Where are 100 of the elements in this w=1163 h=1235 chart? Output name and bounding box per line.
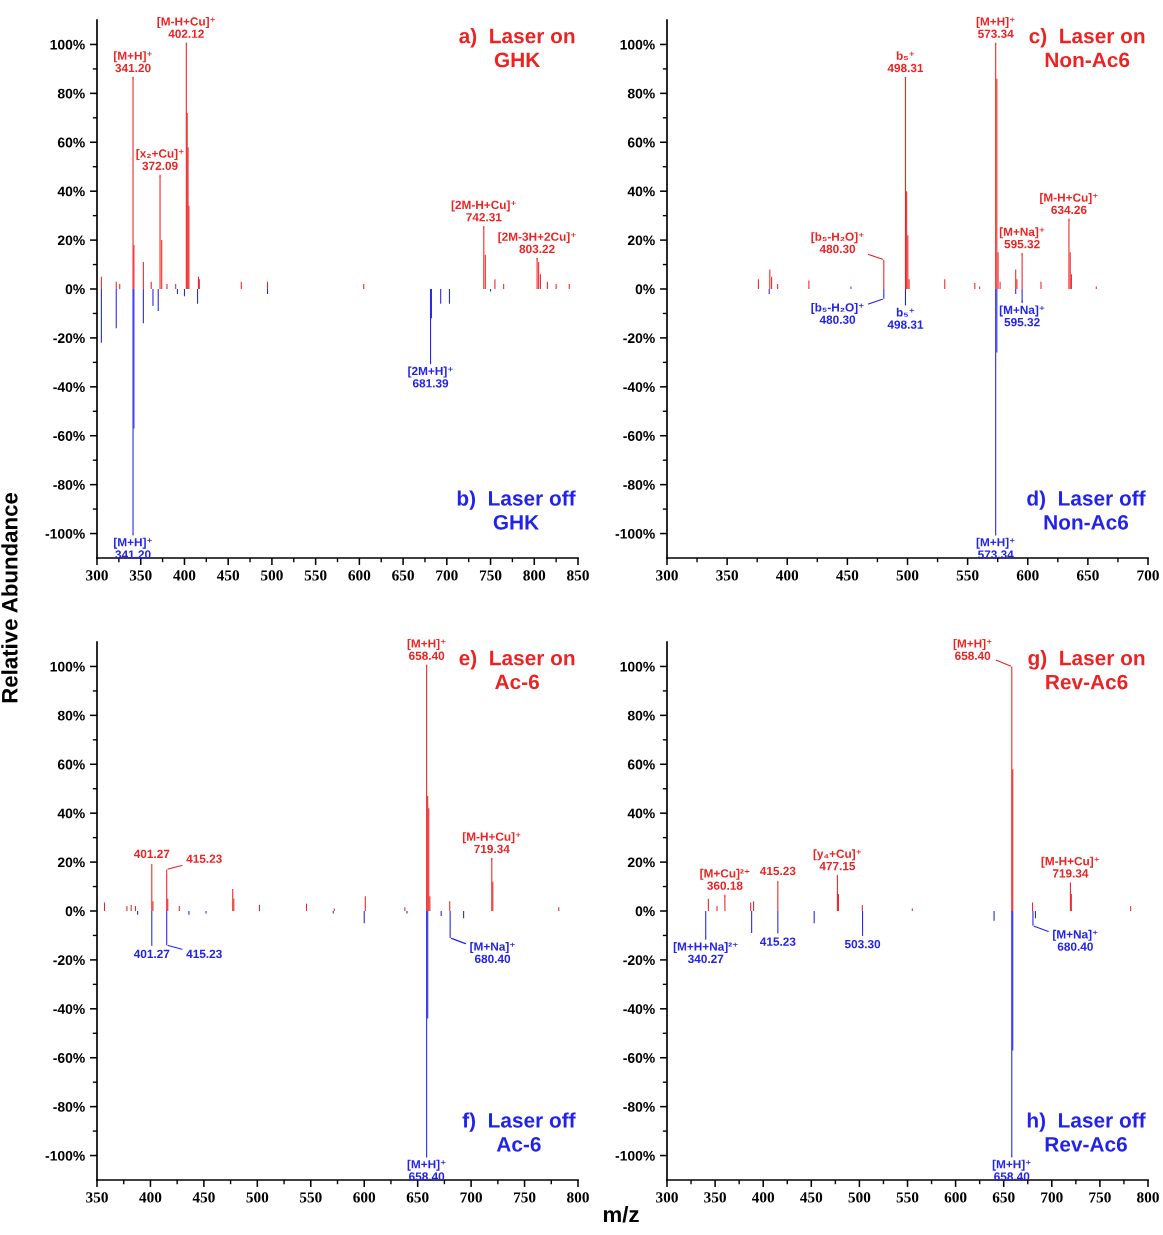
x-tick-label: 550	[299, 1192, 322, 1203]
annotation: [M-H+Cu]⁺ 634.26	[1040, 193, 1098, 215]
x-tick-label: 450	[216, 570, 240, 581]
text: b) Laser off GHK	[457, 490, 576, 530]
y-tick-label: 40%	[627, 186, 655, 197]
y-tick-label: 20%	[57, 857, 85, 868]
y-tick-label: 60%	[627, 137, 655, 148]
annotation: [M+H]⁺ 573.34	[976, 16, 1015, 38]
y-tick-label: 20%	[627, 235, 655, 246]
x-tick-label: 800	[567, 1192, 589, 1203]
annotation: [2M+H]⁺ 681.39	[408, 366, 453, 388]
y-tick-label: 60%	[57, 759, 85, 770]
y-tick-label: 0%	[65, 906, 85, 917]
y-tick-label: 20%	[627, 857, 655, 868]
series-label: h) Laser off Rev-Ac6	[1027, 1112, 1146, 1152]
y-tick-label: -80%	[53, 1101, 85, 1112]
annotation: 401.27	[133, 849, 170, 859]
annotation: [2M-3H+2Cu]⁺ 803.22	[498, 232, 576, 254]
annotation: [M+H]⁺ 573.34	[976, 537, 1015, 559]
annotation: 415.23	[186, 854, 222, 863]
y-tick-label: 80%	[57, 88, 85, 99]
series-label: d) Laser off Non-Ac6	[1027, 490, 1146, 530]
y-tick-label: -20%	[623, 333, 655, 344]
y-tick-label: -40%	[623, 382, 655, 392]
x-tick-label: 700	[436, 570, 458, 581]
y-tick-label: -80%	[623, 1101, 655, 1112]
x-tick-label: 350	[704, 1192, 726, 1203]
y-tick-label: 40%	[627, 808, 655, 819]
y-tick-label: -40%	[53, 1004, 85, 1014]
y-tick-label: 20%	[57, 235, 85, 246]
x-tick-label: 500	[246, 1192, 269, 1203]
x-tick-label: 500	[896, 570, 919, 581]
x-tick-label: 500	[848, 1192, 871, 1203]
annotation: b₅⁺ 498.31	[887, 307, 924, 329]
annotation: [b₅-H₂O]⁺ 480.30	[811, 232, 864, 254]
x-tick-label: 400	[751, 1192, 775, 1203]
x-tick-label: 600	[353, 1192, 376, 1203]
annotation: [M+H]⁺ 658.40	[407, 638, 446, 660]
x-tick-label: 600	[1016, 570, 1039, 581]
annotation: 415.23	[759, 866, 796, 876]
x-tick-label: 600	[944, 1192, 967, 1203]
x-tick-label: 300	[656, 1192, 678, 1203]
annotation: [y₄+Cu]⁺ 477.15	[813, 849, 862, 871]
text: a) Laser on GHK	[459, 28, 575, 68]
y-tick-label: -40%	[623, 1004, 655, 1014]
annotation: [M+H]⁺ 341.20	[114, 51, 152, 73]
y-tick-label: -100%	[45, 528, 85, 539]
x-tick-label: 350	[86, 1192, 108, 1203]
x-tick-label: 650	[392, 570, 414, 581]
x-tick-label: 550	[956, 570, 979, 581]
y-tick-label: -100%	[45, 1150, 85, 1161]
x-tick-label: 650	[406, 1192, 429, 1203]
y-tick-label: 0%	[65, 284, 85, 295]
x-tick-label: 450	[192, 1192, 215, 1203]
x-tick-label: 350	[129, 570, 152, 581]
x-tick-label: 700	[1137, 570, 1159, 581]
annotation: 503.30	[844, 939, 881, 949]
y-tick-label: 40%	[57, 808, 85, 819]
legend-label: c) Laser on Non-Ac6	[1029, 28, 1145, 68]
y-tick-label: -60%	[53, 431, 85, 441]
y-tick-label: -20%	[53, 955, 85, 966]
annotation: [M+H]⁺ 658.40	[992, 1159, 1031, 1181]
y-axis-title: Relative Abundance	[1, 492, 18, 703]
x-tick-label: 300	[86, 570, 108, 581]
x-tick-label: 700	[1041, 1192, 1063, 1203]
annotation: b₅⁺ 498.31	[887, 51, 924, 73]
y-tick-label: -100%	[615, 1150, 655, 1161]
annotation: [M-H+Cu]⁺ 402.12	[157, 16, 216, 38]
y-tick-label: 80%	[627, 710, 655, 721]
y-tick-label: 100%	[620, 661, 655, 672]
annotation: [M+Na]⁺ 680.40	[470, 942, 515, 964]
y-tick-label: -100%	[615, 528, 655, 539]
y-tick-label: 0%	[635, 284, 655, 295]
y-tick-label: -20%	[53, 333, 85, 344]
legend-label: g) Laser on Rev-Ac6	[1028, 650, 1145, 690]
x-tick-label: 500	[261, 570, 283, 581]
annotation: [x₂+Cu]⁺ 372.09	[136, 149, 184, 171]
series-label: f) Laser off Ac-6	[462, 1112, 576, 1152]
x-tick-label: 400	[776, 570, 799, 581]
annotation: [M+Cu]²⁺ 360.18	[700, 868, 750, 890]
y-tick-label: -20%	[623, 955, 655, 966]
x-tick-label: 850	[567, 570, 589, 581]
x-tick-label: 400	[173, 570, 196, 581]
x-tick-label: 800	[1137, 1192, 1159, 1203]
x-tick-label: 450	[836, 570, 859, 581]
legend-label: e) Laser on Ac-6	[459, 650, 575, 690]
x-tick-label: 650	[1076, 570, 1099, 581]
y-tick-label: 80%	[627, 88, 655, 99]
x-tick-label: 600	[348, 570, 371, 581]
x-tick-label: 650	[992, 1192, 1015, 1203]
x-tick-label: 750	[513, 1192, 536, 1203]
y-tick-label: 60%	[627, 759, 655, 770]
x-tick-label: 300	[656, 570, 678, 581]
annotation: [M+H]⁺ 341.20	[114, 537, 152, 559]
annotation: [M+H]⁺ 658.40	[953, 638, 992, 660]
annotation: 415.23	[186, 949, 222, 959]
y-tick-label: -60%	[53, 1053, 85, 1063]
y-tick-label: -60%	[623, 431, 655, 441]
y-tick-label: 40%	[57, 186, 85, 197]
x-tick-label: 400	[139, 1192, 162, 1203]
